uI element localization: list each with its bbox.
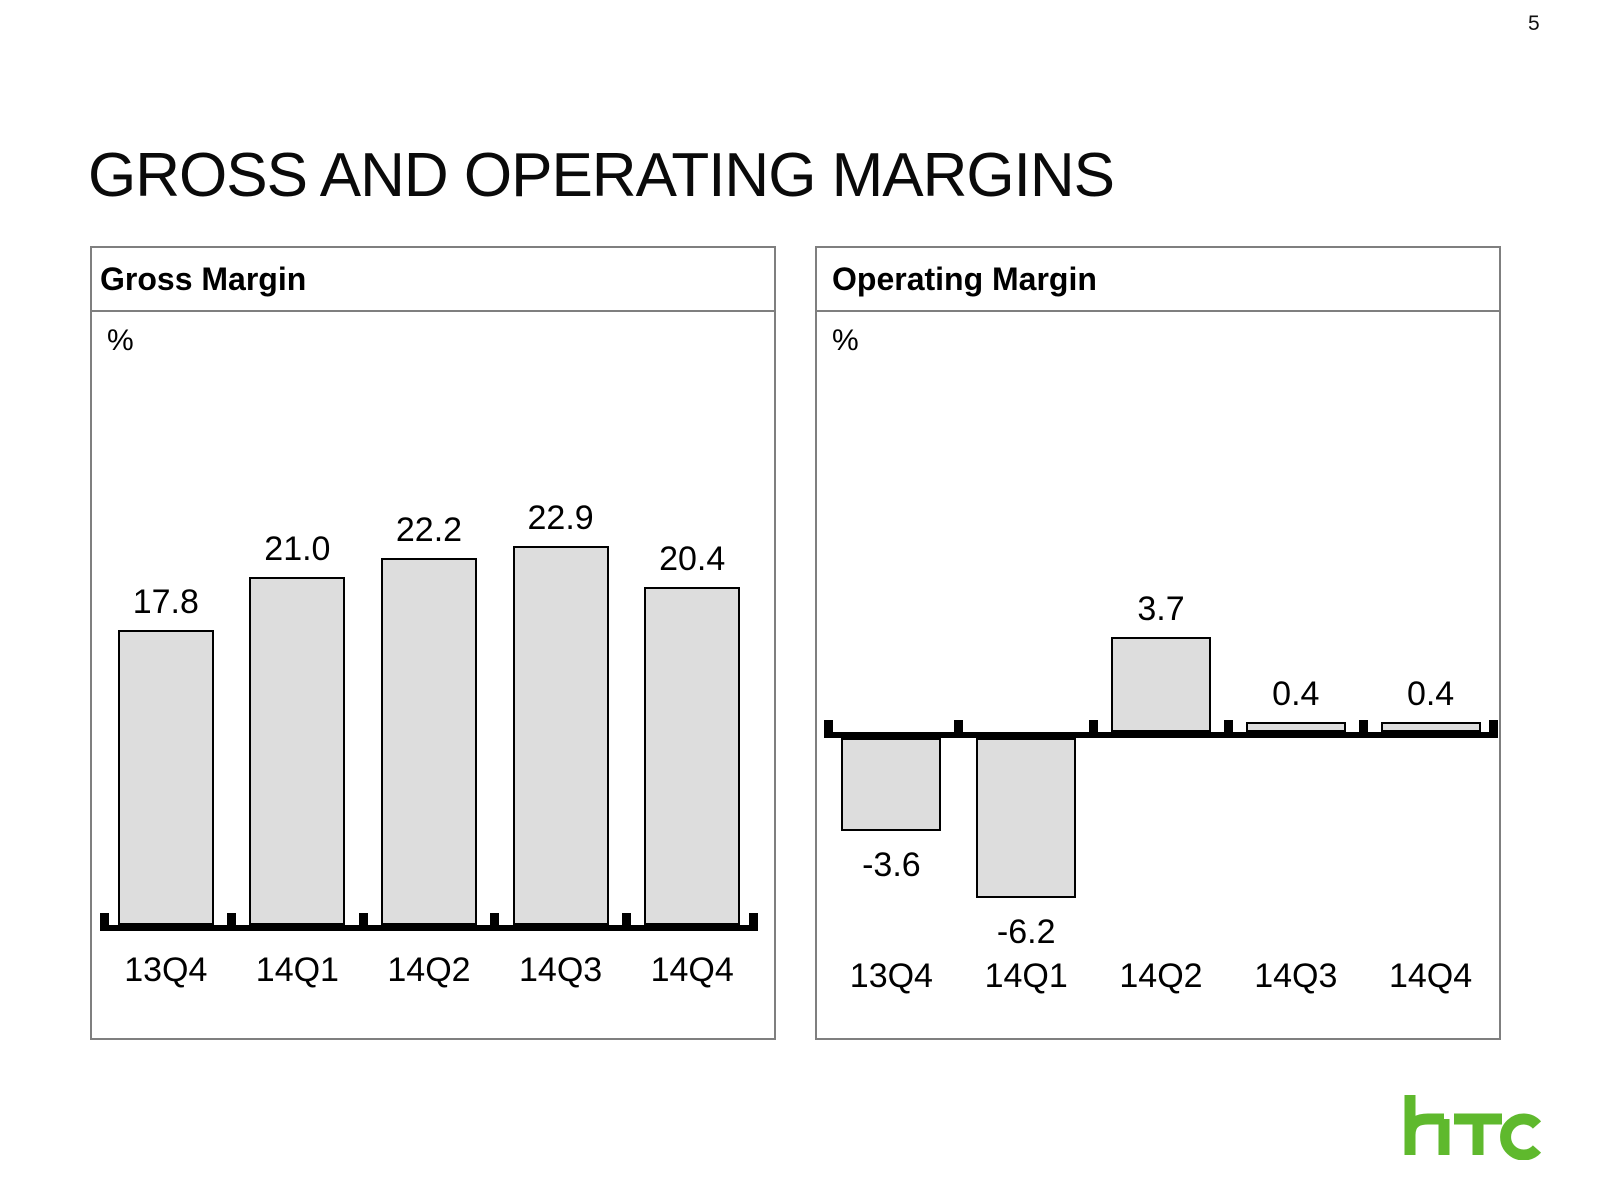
value-label: -3.6: [862, 845, 921, 884]
htc-logo-c: [1500, 1113, 1542, 1160]
slide-title: GROSS AND OPERATING MARGINS: [88, 141, 1115, 210]
category-label: 14Q3: [1254, 957, 1338, 995]
category-label: 14Q4: [1388, 957, 1473, 995]
value-label: 20.4: [659, 540, 726, 579]
operating-margin-panel-header: Operating Margin: [817, 248, 1499, 312]
page-number: 5: [1528, 12, 1540, 35]
value-label: 21.0: [264, 530, 331, 569]
axis-tick: [1223, 720, 1233, 732]
axis-tick: [227, 913, 237, 925]
category-label: 14Q2: [387, 951, 471, 989]
category-label: 13Q4: [124, 951, 208, 989]
gross-margin-chart-area: % 17.8 13Q4 21.0 14Q1 22.2 14Q2 22.9 14Q3 20.4 14…: [92, 312, 774, 1038]
value-label: -6.2: [996, 912, 1056, 951]
value-label: 3.7: [1137, 589, 1185, 628]
bar: [841, 738, 942, 831]
gross-margin-plot: 17.8 13Q4 21.0 14Q1 22.2 14Q2 22.9 14Q3 20.4 14Q4: [92, 312, 774, 1038]
axis-tick: [1358, 720, 1368, 732]
axis-tick: [100, 913, 109, 925]
operating-margin-plot: -3.6 13Q4 -6.2 14Q1 3.7 14Q2 0.4 14Q3 0.4 14Q4: [817, 312, 1499, 1038]
axis-tick: [358, 913, 368, 925]
gross-margin-panel: Gross Margin % 17.8 13Q4 21.0 14Q1 22.2 14Q2 2…: [90, 246, 776, 1040]
bar: [976, 738, 1077, 898]
axis-tick: [1489, 720, 1498, 732]
bar: [1380, 721, 1481, 732]
value-label: 0.4: [1272, 674, 1320, 713]
operating-margin-panel-title: Operating Margin: [832, 260, 1097, 297]
x-axis: [100, 925, 758, 931]
value-label: 17.8: [132, 583, 199, 622]
gross-margin-panel-title: Gross Margin: [100, 260, 307, 297]
bar: [1245, 721, 1346, 732]
category-label: 14Q4: [650, 951, 734, 989]
category-label: 14Q2: [1119, 957, 1203, 995]
bar: [117, 630, 214, 925]
axis-tick: [1089, 720, 1099, 732]
category-label: 14Q3: [519, 951, 603, 989]
htc-logo-t: [1454, 1113, 1502, 1155]
value-label: 0.4: [1406, 674, 1455, 713]
bar: [1111, 636, 1211, 732]
axis-tick: [824, 720, 833, 732]
gross-margin-unit-label: %: [107, 324, 134, 357]
operating-margin-unit-label: %: [832, 324, 859, 357]
gross-margin-panel-header: Gross Margin: [92, 248, 774, 312]
operating-margin-panel: Operating Margin % -3.6 13Q4 -6.2 14Q1 3.7 14…: [815, 246, 1501, 1040]
value-label: 22.9: [527, 499, 594, 537]
x-axis: [824, 732, 1498, 738]
axis-tick: [954, 720, 964, 732]
bar: [644, 587, 741, 925]
axis-tick: [749, 913, 758, 925]
bar: [381, 557, 477, 925]
bar: [512, 546, 609, 925]
operating-margin-chart-area: % -3.6 13Q4 -6.2 14Q1 3.7 14Q2 0.4 14Q3 0.4 14Q4: [817, 312, 1499, 1038]
axis-tick: [621, 913, 631, 925]
category-label: 14Q1: [984, 957, 1068, 995]
htc-logo-h: [1404, 1095, 1450, 1155]
axis-tick: [490, 913, 500, 925]
value-label: 22.2: [395, 510, 463, 549]
category-label: 14Q1: [255, 951, 339, 989]
category-label: 13Q4: [849, 957, 933, 995]
htc-logo: [1404, 1095, 1542, 1160]
bar: [249, 577, 346, 925]
